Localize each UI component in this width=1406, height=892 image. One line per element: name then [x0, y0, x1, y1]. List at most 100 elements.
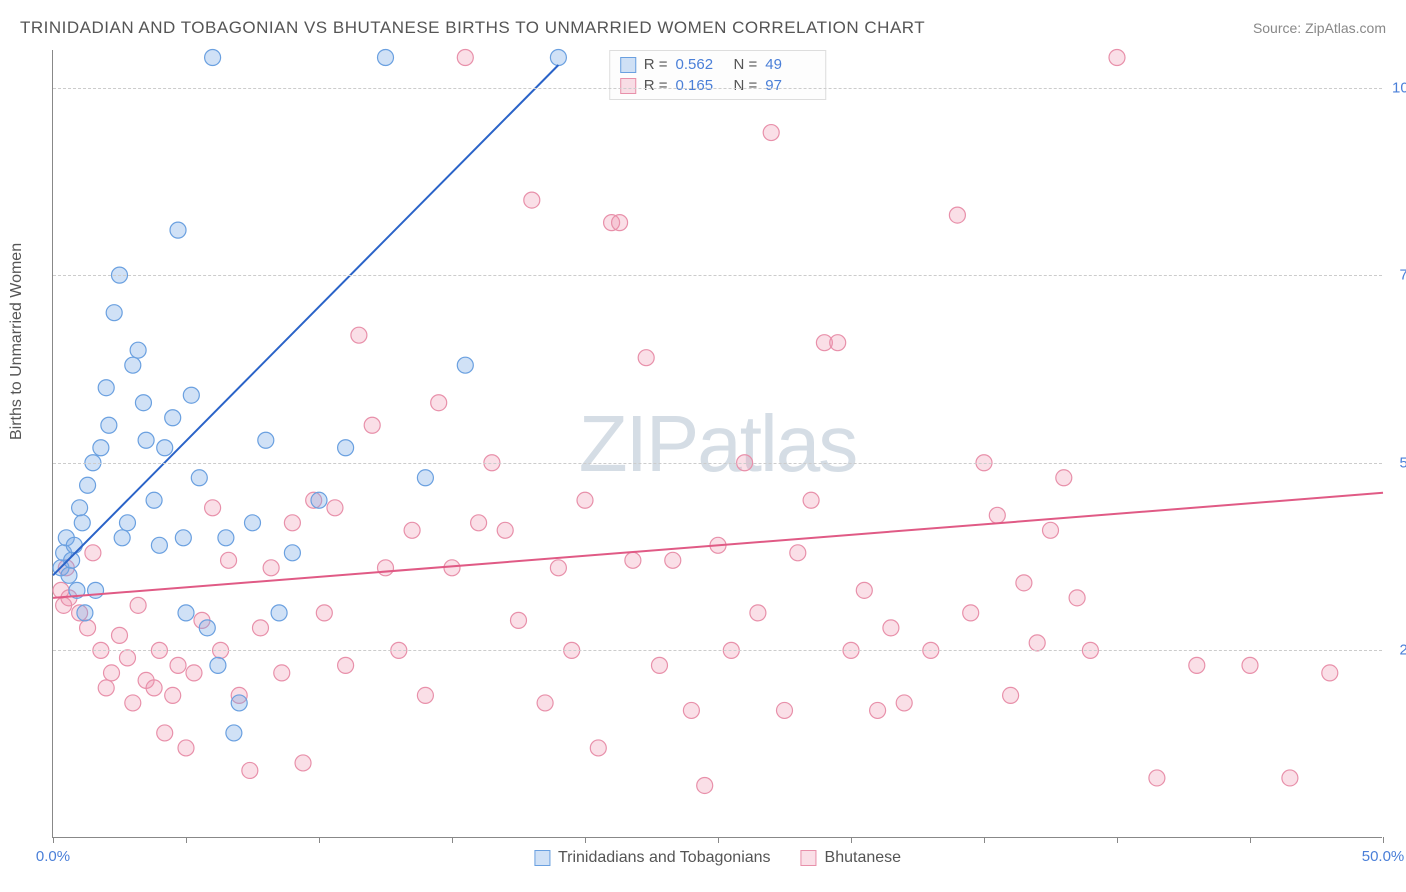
- n-label: N =: [734, 56, 758, 73]
- data-point: [93, 440, 109, 456]
- xtick-label: 50.0%: [1362, 848, 1405, 865]
- data-point: [856, 582, 872, 598]
- y-axis-label: Births to Unmarried Women: [8, 243, 26, 440]
- data-point: [417, 687, 433, 703]
- data-point: [284, 545, 300, 561]
- data-point: [537, 695, 553, 711]
- data-point: [683, 702, 699, 718]
- data-point: [85, 545, 101, 561]
- data-point: [295, 755, 311, 771]
- data-point: [803, 492, 819, 508]
- ytick-label: 100.0%: [1392, 79, 1406, 96]
- data-point: [665, 552, 681, 568]
- data-point: [763, 125, 779, 141]
- gridline-h: [53, 275, 1382, 276]
- r-label: R =: [644, 77, 668, 94]
- data-point: [242, 762, 258, 778]
- data-point: [457, 50, 473, 66]
- data-point: [210, 657, 226, 673]
- data-point: [638, 350, 654, 366]
- data-point: [697, 777, 713, 793]
- data-point: [98, 680, 114, 696]
- data-point: [88, 582, 104, 598]
- xtick: [452, 837, 453, 843]
- data-point: [106, 305, 122, 321]
- legend-series-label: Trinidadians and Tobagonians: [558, 849, 771, 867]
- data-point: [125, 357, 141, 373]
- gridline-h: [53, 650, 1382, 651]
- legend-series: Trinidadians and Tobagonians Bhutanese: [534, 849, 901, 867]
- n-value: 49: [765, 56, 815, 73]
- data-point: [790, 545, 806, 561]
- xtick: [1117, 837, 1118, 843]
- data-point: [870, 702, 886, 718]
- legend-swatch: [620, 57, 636, 73]
- legend-correlation-row: R =0.562N =49: [620, 54, 816, 75]
- r-value: 0.165: [676, 77, 726, 94]
- xtick: [186, 837, 187, 843]
- r-label: R =: [644, 56, 668, 73]
- data-point: [157, 725, 173, 741]
- gridline-h: [53, 463, 1382, 464]
- n-label: N =: [734, 77, 758, 94]
- data-point: [101, 417, 117, 433]
- data-point: [170, 657, 186, 673]
- data-point: [114, 530, 130, 546]
- data-point: [1003, 687, 1019, 703]
- legend-series-label: Bhutanese: [825, 849, 902, 867]
- xtick: [319, 837, 320, 843]
- data-point: [497, 522, 513, 538]
- legend-swatch: [620, 78, 636, 94]
- data-point: [104, 665, 120, 681]
- data-point: [191, 470, 207, 486]
- data-point: [146, 680, 162, 696]
- data-point: [77, 605, 93, 621]
- data-point: [74, 515, 90, 531]
- data-point: [949, 207, 965, 223]
- data-point: [444, 560, 460, 576]
- data-point: [205, 50, 221, 66]
- data-point: [1322, 665, 1338, 681]
- data-point: [883, 620, 899, 636]
- data-point: [274, 665, 290, 681]
- data-point: [221, 552, 237, 568]
- data-point: [135, 395, 151, 411]
- data-point: [170, 222, 186, 238]
- data-point: [1043, 522, 1059, 538]
- data-point: [550, 50, 566, 66]
- data-point: [125, 695, 141, 711]
- data-point: [138, 432, 154, 448]
- n-value: 97: [765, 77, 815, 94]
- xtick: [1383, 837, 1384, 843]
- data-point: [80, 620, 96, 636]
- data-point: [364, 417, 380, 433]
- xtick: [53, 837, 54, 843]
- data-point: [316, 605, 332, 621]
- data-point: [80, 477, 96, 493]
- data-point: [1189, 657, 1205, 673]
- xtick: [984, 837, 985, 843]
- source-label: Source: ZipAtlas.com: [1253, 20, 1386, 36]
- legend-series-item: Trinidadians and Tobagonians: [534, 849, 771, 867]
- data-point: [130, 342, 146, 358]
- data-point: [157, 440, 173, 456]
- data-point: [1056, 470, 1072, 486]
- data-point: [896, 695, 912, 711]
- xtick: [585, 837, 586, 843]
- data-point: [98, 380, 114, 396]
- data-point: [1016, 575, 1032, 591]
- data-point: [457, 357, 473, 373]
- data-point: [338, 657, 354, 673]
- data-point: [378, 50, 394, 66]
- data-point: [72, 500, 88, 516]
- legend-correlation: R =0.562N =49R =0.165N =97: [609, 50, 827, 100]
- data-point: [130, 597, 146, 613]
- ytick-label: 25.0%: [1392, 642, 1406, 659]
- data-point: [524, 192, 540, 208]
- data-point: [511, 612, 527, 628]
- data-point: [252, 620, 268, 636]
- data-point: [612, 215, 628, 231]
- data-point: [226, 725, 242, 741]
- data-point: [625, 552, 641, 568]
- xtick-label: 0.0%: [36, 848, 70, 865]
